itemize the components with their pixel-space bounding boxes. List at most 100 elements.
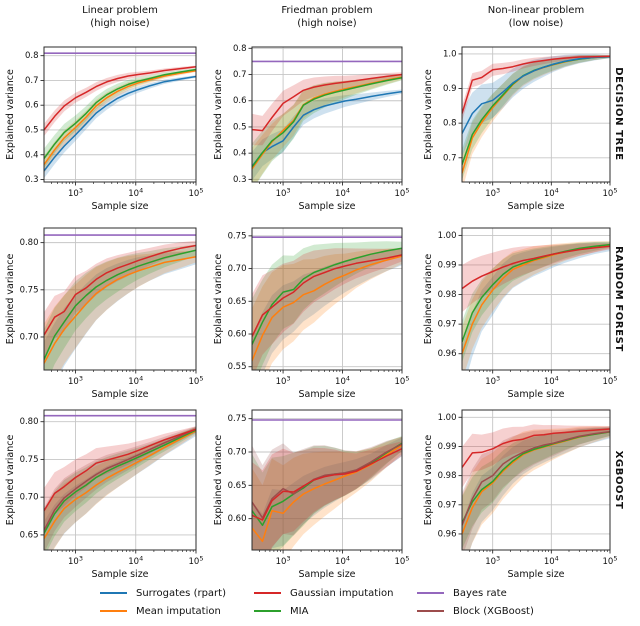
legend-item-bayes-rate: Bayes rate (417, 586, 507, 600)
row-label-xgboost: XGBOOST (613, 450, 624, 510)
band-gaussian (462, 424, 610, 488)
x-tick-label: 103 (485, 555, 500, 568)
legend-line-swatch (417, 610, 444, 612)
y-tick-label: 0.7 (25, 76, 39, 86)
y-tick-label: 0.97 (438, 500, 457, 510)
x-tick-label: 105 (603, 555, 618, 568)
legend-item-mia: MIA (254, 604, 308, 618)
line-mean (44, 256, 196, 364)
line-gaussian (252, 73, 402, 132)
line-gaussian (252, 448, 402, 521)
legend-item-mean-imputation: Mean imputation (100, 604, 221, 618)
band-surrogates (44, 251, 196, 370)
x-axis-label: Sample size (91, 201, 148, 212)
legend-label: Gaussian imputation (290, 587, 394, 599)
y-tick-label: 0.80 (20, 238, 39, 248)
y-axis-label: Explained variance (423, 69, 434, 160)
subplot-linear-xgboost: 103 104 105 0.65 0.70 0.75 0.80 Explained varia… (5, 409, 203, 580)
column-title-line2: (low noise) (508, 17, 564, 29)
band-mean (252, 248, 402, 370)
y-axis-label: Explained variance (423, 254, 434, 345)
series-area (44, 65, 196, 179)
subplot-friedman-random-forest: 103 104 105 0.55 0.60 0.65 0.70 0.75 Explained v… (213, 227, 410, 400)
column-title-nonlinear: Non-linear problem (low noise) (488, 5, 584, 30)
y-axis-ticks (40, 421, 44, 536)
x-tick-label: 103 (276, 555, 291, 568)
y-tick-label: 0.96 (438, 529, 457, 539)
x-axis-ticks (259, 182, 403, 186)
line-gaussian (462, 245, 610, 290)
y-axis-ticks (40, 242, 44, 338)
row-label-decision-tree: DECISION TREE (613, 67, 624, 161)
y-tick-label: 1.0 (443, 49, 457, 59)
line-block (44, 428, 196, 531)
x-tick-label: 103 (485, 375, 500, 388)
line-mia (44, 68, 196, 159)
y-tick-label: 0.4 (233, 149, 247, 159)
legend-item-block-xgboost: Block (XGBoost) (417, 604, 534, 618)
y-tick-label: 0.99 (438, 442, 457, 452)
y-tick-label: 0.60 (228, 514, 247, 524)
x-axis-ticks (51, 550, 197, 554)
line-surrogates (252, 90, 402, 167)
line-mia (462, 243, 610, 343)
line-mean (252, 255, 402, 362)
y-axis-label: Explained variance (5, 69, 16, 160)
y-tick-label: 0.6 (233, 96, 247, 106)
x-tick-label: 103 (68, 555, 83, 568)
y-tick-label: 0.70 (20, 493, 39, 503)
legend-line-swatch (254, 592, 281, 594)
column-title-line2: (high noise) (90, 17, 150, 29)
plot-border (251, 46, 403, 183)
y-tick-label: 0.75 (228, 414, 247, 424)
x-tick-label: 104 (335, 375, 350, 388)
column-title-line1: Linear problem (82, 5, 158, 16)
column-title-line1: Friedman problem (281, 5, 373, 16)
x-tick-label: 104 (544, 187, 559, 200)
x-tick-label: 105 (395, 375, 410, 388)
band-mean (462, 241, 610, 370)
y-tick-label: 0.5 (233, 122, 247, 132)
y-tick-label: 0.3 (25, 175, 39, 185)
band-mia (462, 427, 610, 550)
x-axis-label: Sample size (507, 389, 564, 400)
line-mia (44, 429, 196, 534)
x-axis-ticks (51, 182, 197, 186)
y-tick-label: 0.9 (443, 84, 457, 94)
x-axis-ticks (468, 550, 611, 554)
y-tick-label: 0.65 (228, 481, 247, 491)
x-tick-label: 104 (128, 555, 143, 568)
plot-border (461, 227, 611, 371)
y-tick-label: 0.75 (20, 285, 39, 295)
x-tick-label: 104 (335, 555, 350, 568)
line-mia (252, 247, 402, 345)
line-gaussian (44, 244, 196, 336)
y-tick-label: 0.7 (233, 70, 247, 80)
band-mean (44, 427, 196, 550)
band-gaussian (44, 65, 196, 137)
grid (252, 47, 403, 182)
y-tick-label: 0.98 (438, 290, 457, 300)
subplot-linear-decision-tree: 103 104 105 0.3 0.4 0.5 0.6 0.7 0.8 Explained var… (5, 46, 203, 212)
grid (44, 47, 197, 182)
y-axis-ticks (458, 234, 462, 355)
band-surrogates (462, 242, 610, 370)
line-mean (44, 430, 196, 540)
subplot-linear-random-forest: 103 104 105 0.70 0.75 0.80 Explained variance S… (5, 227, 203, 400)
x-tick-label: 105 (603, 375, 618, 388)
band-mia (252, 436, 402, 550)
subplot-friedman-xgboost: 103 104 105 0.60 0.65 0.70 0.75 Explained varia… (213, 409, 409, 580)
x-tick-label: 104 (128, 187, 143, 200)
column-title-line2: (high noise) (297, 17, 357, 29)
x-tick-label: 103 (276, 187, 291, 200)
legend-label: Block (XGBoost) (453, 605, 534, 617)
band-mia (462, 241, 610, 363)
line-gaussian (462, 428, 610, 468)
y-tick-label: 0.97 (438, 320, 457, 330)
x-axis-label: Sample size (507, 569, 564, 580)
y-axis-ticks (40, 55, 44, 180)
legend-label: Mean imputation (136, 605, 221, 617)
y-axis-label: Explained variance (213, 254, 224, 345)
line-gaussian (44, 428, 196, 512)
